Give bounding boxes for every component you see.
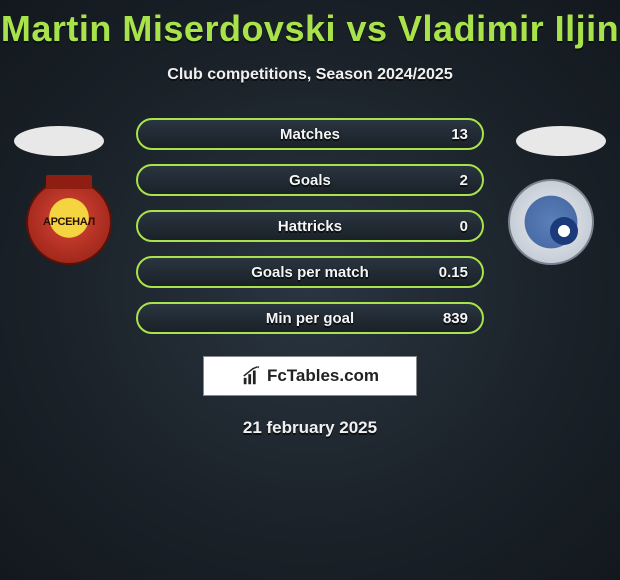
stat-label: Goals per match xyxy=(251,264,369,281)
fctables-badge: FcTables.com xyxy=(203,356,417,396)
stat-value: 0.15 xyxy=(439,264,468,281)
stat-value: 839 xyxy=(443,310,468,327)
stat-bar-goals: Goals 2 xyxy=(136,164,484,196)
stat-bar-min-per-goal: Min per goal 839 xyxy=(136,302,484,334)
stat-value: 0 xyxy=(460,218,468,235)
stat-bar-hattricks: Hattricks 0 xyxy=(136,210,484,242)
club-logo-left: АРСЕНАЛ xyxy=(26,179,112,265)
season-subtitle: Club competitions, Season 2024/2025 xyxy=(0,66,620,84)
stat-label: Goals xyxy=(289,172,331,189)
club-logo-right xyxy=(508,179,594,265)
stat-value: 2 xyxy=(460,172,468,189)
player-shadow-left xyxy=(14,126,104,156)
stat-bar-goals-per-match: Goals per match 0.15 xyxy=(136,256,484,288)
chart-icon xyxy=(241,365,263,387)
comparison-date: 21 february 2025 xyxy=(0,418,620,438)
fctables-text: FcTables.com xyxy=(267,366,379,386)
stat-label: Hattricks xyxy=(278,218,342,235)
stat-value: 13 xyxy=(451,126,468,143)
stat-label: Min per goal xyxy=(266,310,354,327)
comparison-content: АРСЕНАЛ Matches 13 Goals 2 Hattricks 0 G… xyxy=(0,114,620,344)
stat-bar-matches: Matches 13 xyxy=(136,118,484,150)
stat-label: Matches xyxy=(280,126,340,143)
club-logo-left-text: АРСЕНАЛ xyxy=(43,216,95,228)
comparison-title: Martin Miserdovski vs Vladimir Iljin xyxy=(0,0,620,50)
stat-bars: Matches 13 Goals 2 Hattricks 0 Goals per… xyxy=(136,118,484,348)
player-shadow-right xyxy=(516,126,606,156)
